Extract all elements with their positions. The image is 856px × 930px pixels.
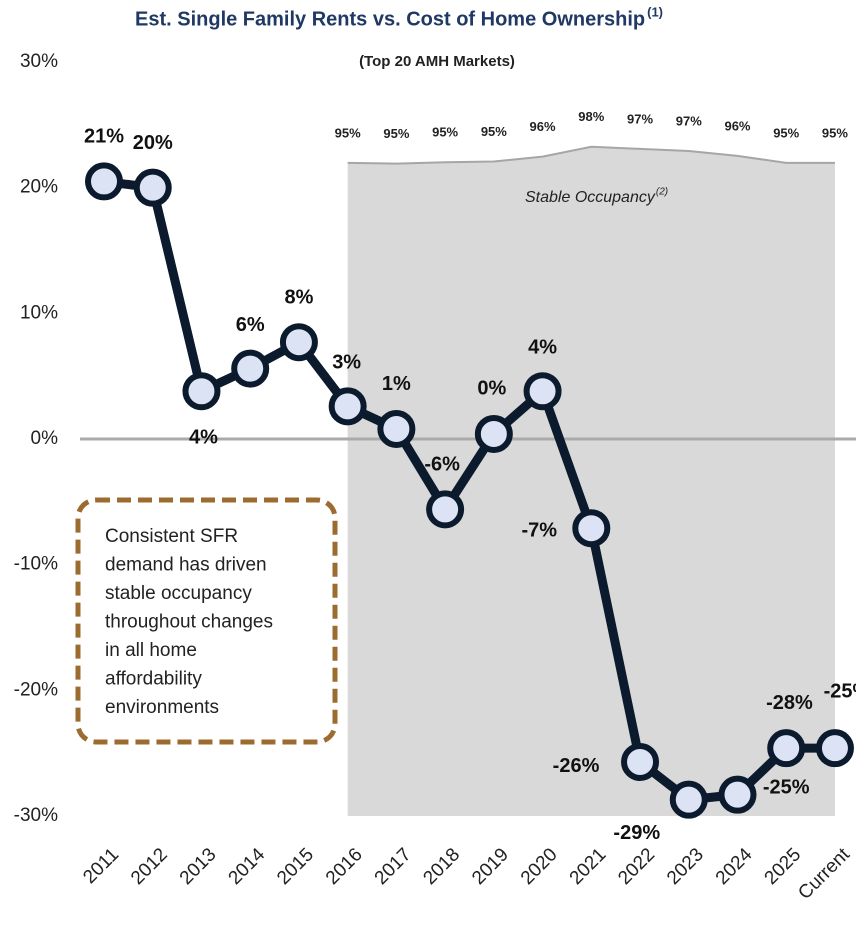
x-tick-label: 2011 [79,844,123,888]
y-tick-label: 20% [20,177,58,198]
data-label: 4% [528,337,557,359]
occupancy-label: 96% [724,118,750,133]
legend-footnote: (2) [656,187,668,198]
annotation-text: stable occupancy [105,583,252,604]
occupancy-label: 95% [773,125,799,140]
data-label: 4% [189,427,218,449]
annotation-text: environments [105,697,219,718]
data-label: 3% [332,352,361,374]
data-label: -26% [553,755,600,777]
data-label: 8% [284,287,313,309]
x-tick-label: 2024 [712,844,757,889]
occupancy-label: 97% [627,111,653,126]
data-label: -28% [766,692,813,714]
data-label: 0% [477,377,506,399]
annotation-text: Consistent SFR [105,526,238,547]
occupancy-area [347,146,835,817]
x-tick-label: 2021 [566,844,611,889]
data-point [279,323,318,362]
title-footnote: (1) [647,4,663,19]
data-label: -7% [522,520,558,542]
occupancy-label: 95% [822,125,848,140]
occupancy-label: 95% [335,125,361,140]
y-tick-label: 0% [31,428,59,449]
data-label: 6% [236,314,265,336]
data-point [377,409,416,448]
data-point [133,168,172,207]
occupancy-label: 95% [432,125,458,140]
data-point [523,372,562,411]
data-label: 21% [84,126,124,148]
occupancy-label: 95% [481,124,507,139]
data-point [474,414,513,453]
legend-label: Stable Occupancy [525,189,656,206]
data-point [328,387,367,426]
data-label: -29% [613,822,660,844]
data-label: -6% [424,454,460,476]
y-tick-label: 10% [20,302,58,323]
chart-subtitle: (Top 20 AMH Markets) [359,53,515,70]
annotation-text: affordability [105,669,202,690]
occupancy-label: 97% [676,113,702,128]
rent-line [103,176,835,805]
occupancy-label: 96% [530,119,556,134]
data-point [231,349,270,388]
x-tick-label: 2014 [225,844,270,889]
data-point [85,162,123,201]
data-point [815,729,854,768]
y-tick-label: 30% [20,51,58,72]
x-tick-label: 2018 [419,844,464,889]
data-point [621,742,660,781]
x-tick-label: 2013 [176,844,221,889]
y-tick-label: -10% [14,554,58,575]
x-tick-label: 2015 [273,844,318,889]
data-label: 1% [382,373,411,395]
y-tick-label: -30% [14,805,58,826]
data-label: -25% [824,680,856,702]
data-point [426,490,465,529]
data-point [669,780,708,819]
occupancy-label: 95% [383,126,409,141]
annotation-box [75,497,338,745]
x-tick-label: 2019 [468,844,513,889]
chart-title: Est. Single Family Rents vs. Cost of Hom… [135,8,645,30]
data-point [767,729,806,768]
foreground-layer: 21% 20% 4% 6% 8% 3% 1% -6% 0% 4% -7% -26% -29% -28% -2… [84,126,856,844]
background-layer: 30% 20% 10% 0% -10% -20% -30% 95% 95% 95% 95% 96% 98… [14,51,856,826]
data-label: -25% [763,776,810,798]
data-point [718,775,757,814]
x-tick-label: Current [794,844,854,904]
x-tick-label: 2022 [614,844,659,889]
occupancy-label: 98% [578,109,604,124]
x-tick-label: 2016 [322,844,367,889]
x-tick-label: 2023 [663,844,708,889]
x-tick-label: 2020 [517,844,562,889]
annotation-text: demand has driven [105,555,267,576]
x-tick-label: 2025 [761,844,806,889]
data-point [572,509,611,548]
x-tick-label: 2012 [127,844,172,889]
annotation-text: throughout changes [105,612,273,633]
data-label: 20% [133,132,173,154]
data-point [182,372,221,411]
occupancy-line [347,145,835,165]
y-tick-label: -20% [14,679,58,700]
x-tick-label: 2017 [371,844,416,889]
annotation-text: in all home [105,640,197,661]
